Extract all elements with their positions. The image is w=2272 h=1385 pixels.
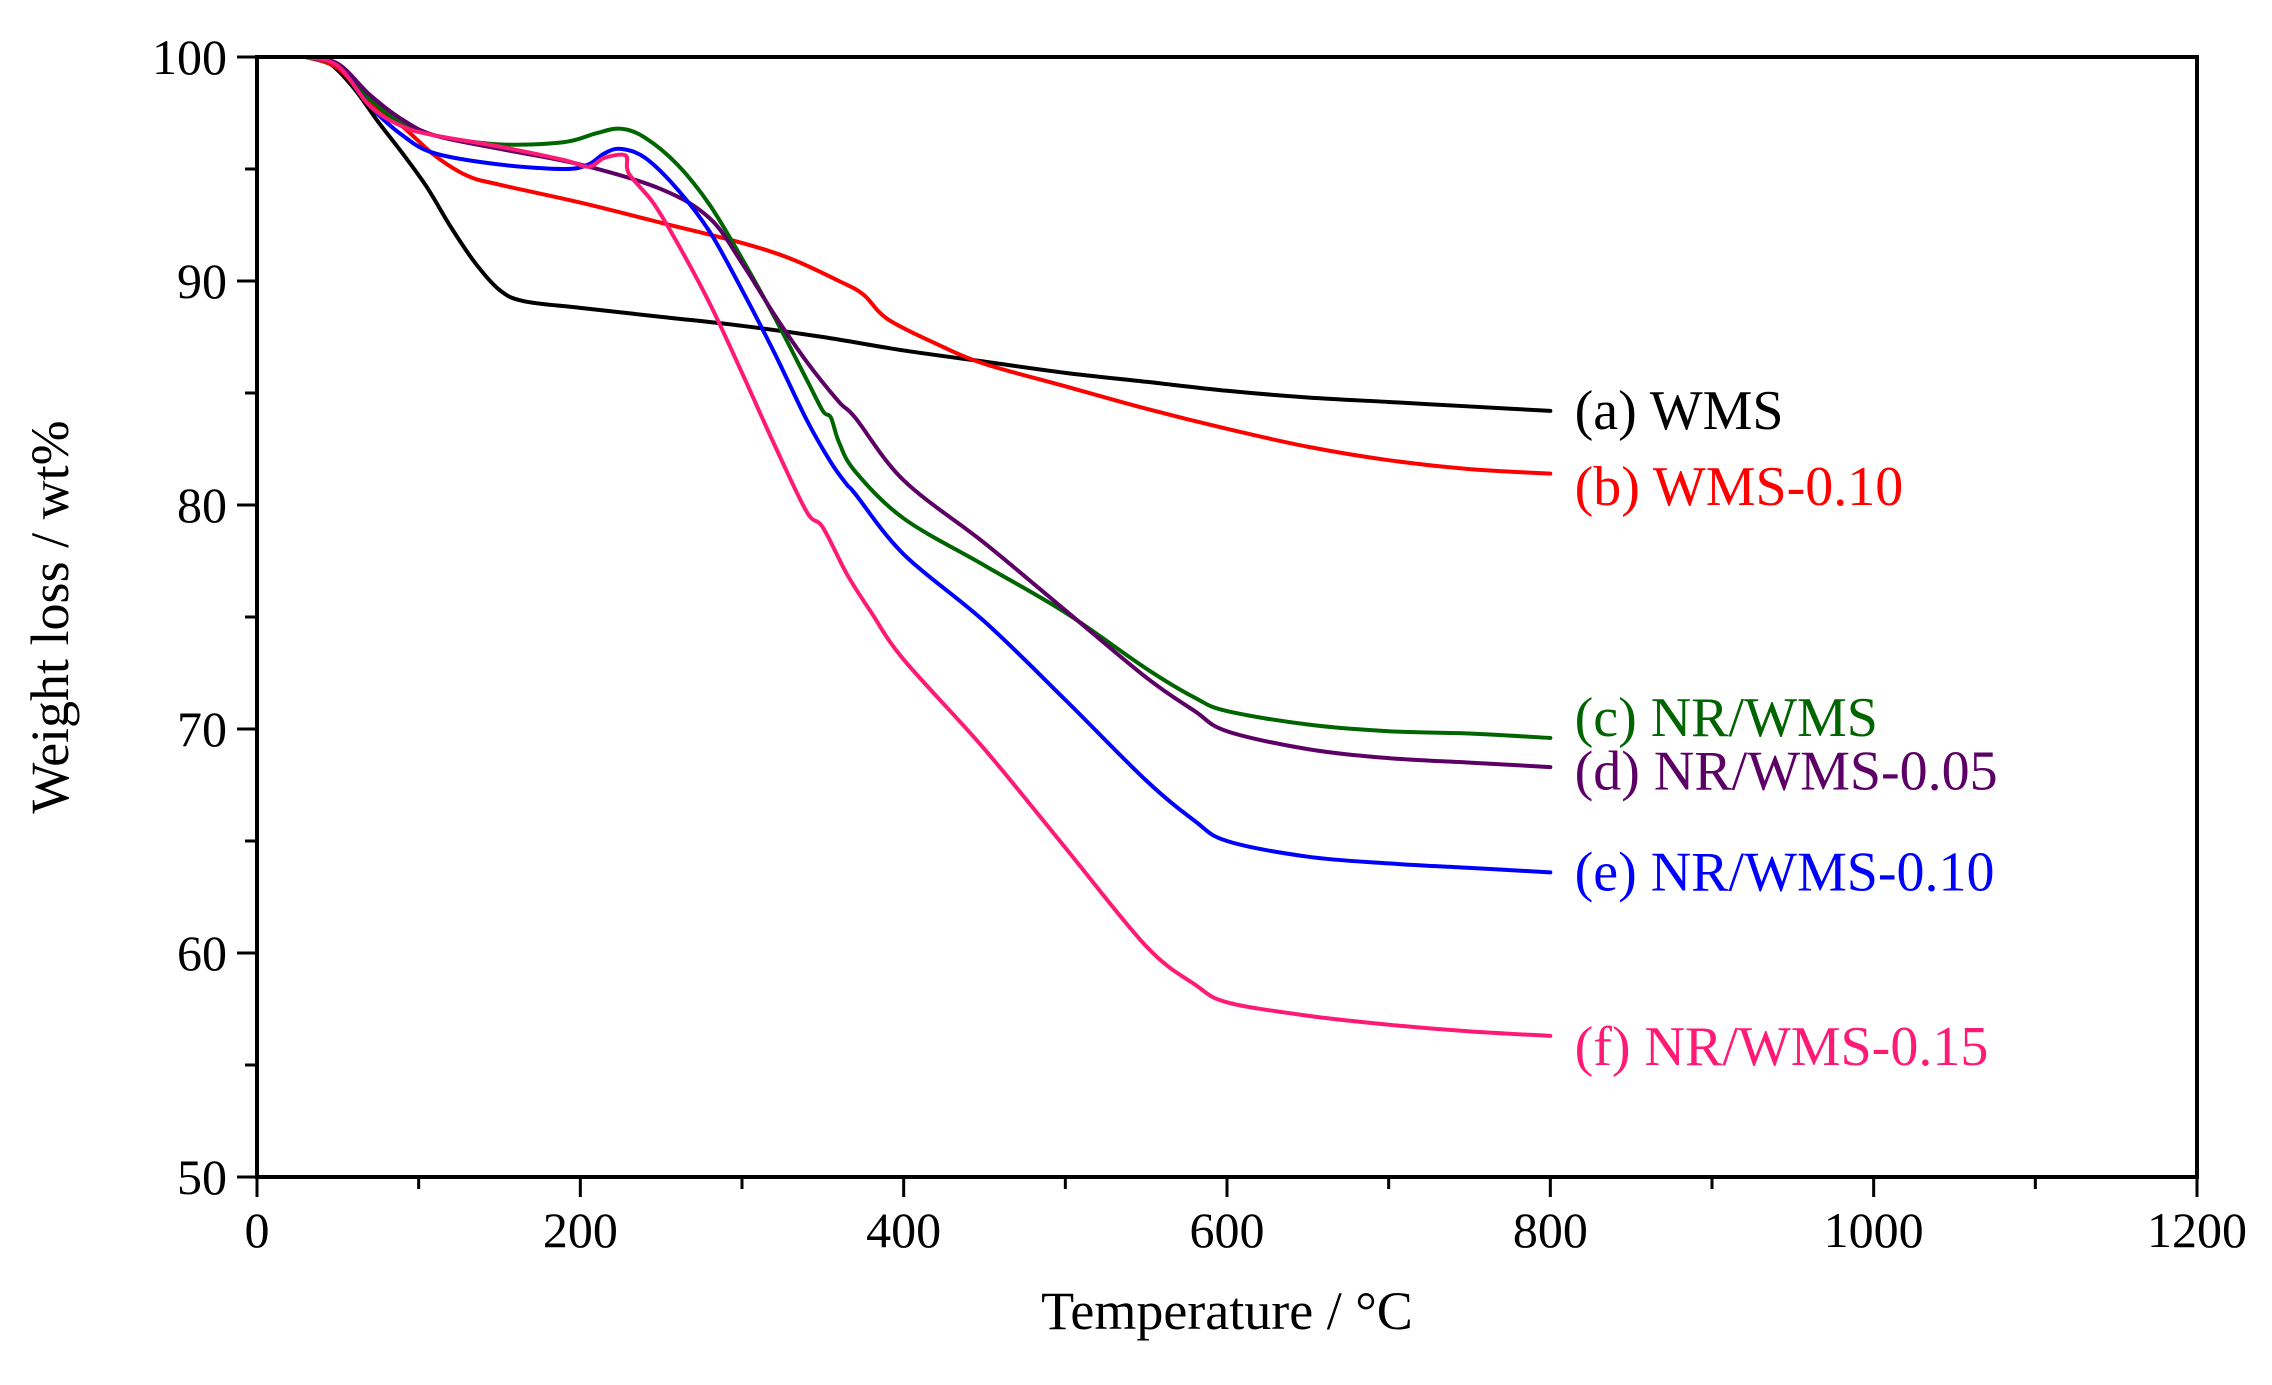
y-tick-label: 90 [177, 253, 227, 309]
series-labels-group: (a) WMS (b) WMS-0.10 (c) NR/WMS(d) NR/WMS-… [1575, 380, 1998, 1078]
y-tick-label: 50 [177, 1149, 227, 1205]
x-tick-label: 1200 [2147, 1202, 2247, 1258]
series-line-6 [303, 55, 1553, 1038]
y-tick-label: 80 [177, 477, 227, 533]
series-label-3: (c) NR/WMS [1575, 687, 1878, 749]
series-label-1: (a) WMS [1575, 380, 1784, 442]
y-tick-label: 70 [177, 701, 227, 757]
series-line-2 [303, 55, 1553, 476]
tick-labels-group: 0 200 400 600 800 1000 1200 50 60 70 80 90 100 [152, 29, 2247, 1258]
x-tick-label: 0 [245, 1202, 270, 1258]
x-tick-label: 200 [543, 1202, 618, 1258]
series-label-2: (b) WMS-0.10 [1575, 456, 1904, 518]
series-label-5: (e) NR/WMS-0.10 [1575, 841, 1995, 903]
x-tick-label: 400 [866, 1202, 941, 1258]
series-line-5 [303, 55, 1553, 875]
y-tick-label: 60 [177, 925, 227, 981]
y-axis-title: Weight loss / wt% [20, 420, 80, 813]
series-line-1 [303, 55, 1553, 413]
series-label-6: (f) NR/WMS-0.15 [1575, 1016, 1989, 1078]
series-label-4: (d) NR/WMS-0.05 [1575, 741, 1998, 803]
x-tick-label: 600 [1190, 1202, 1265, 1258]
ticks-group [237, 55, 2199, 1197]
y-tick-label: 100 [152, 29, 227, 85]
x-axis-title: Temperature / °C [1041, 1281, 1413, 1341]
x-tick-label: 1000 [1824, 1202, 1924, 1258]
series-lines-group [303, 55, 1553, 1038]
x-tick-label: 800 [1513, 1202, 1588, 1258]
